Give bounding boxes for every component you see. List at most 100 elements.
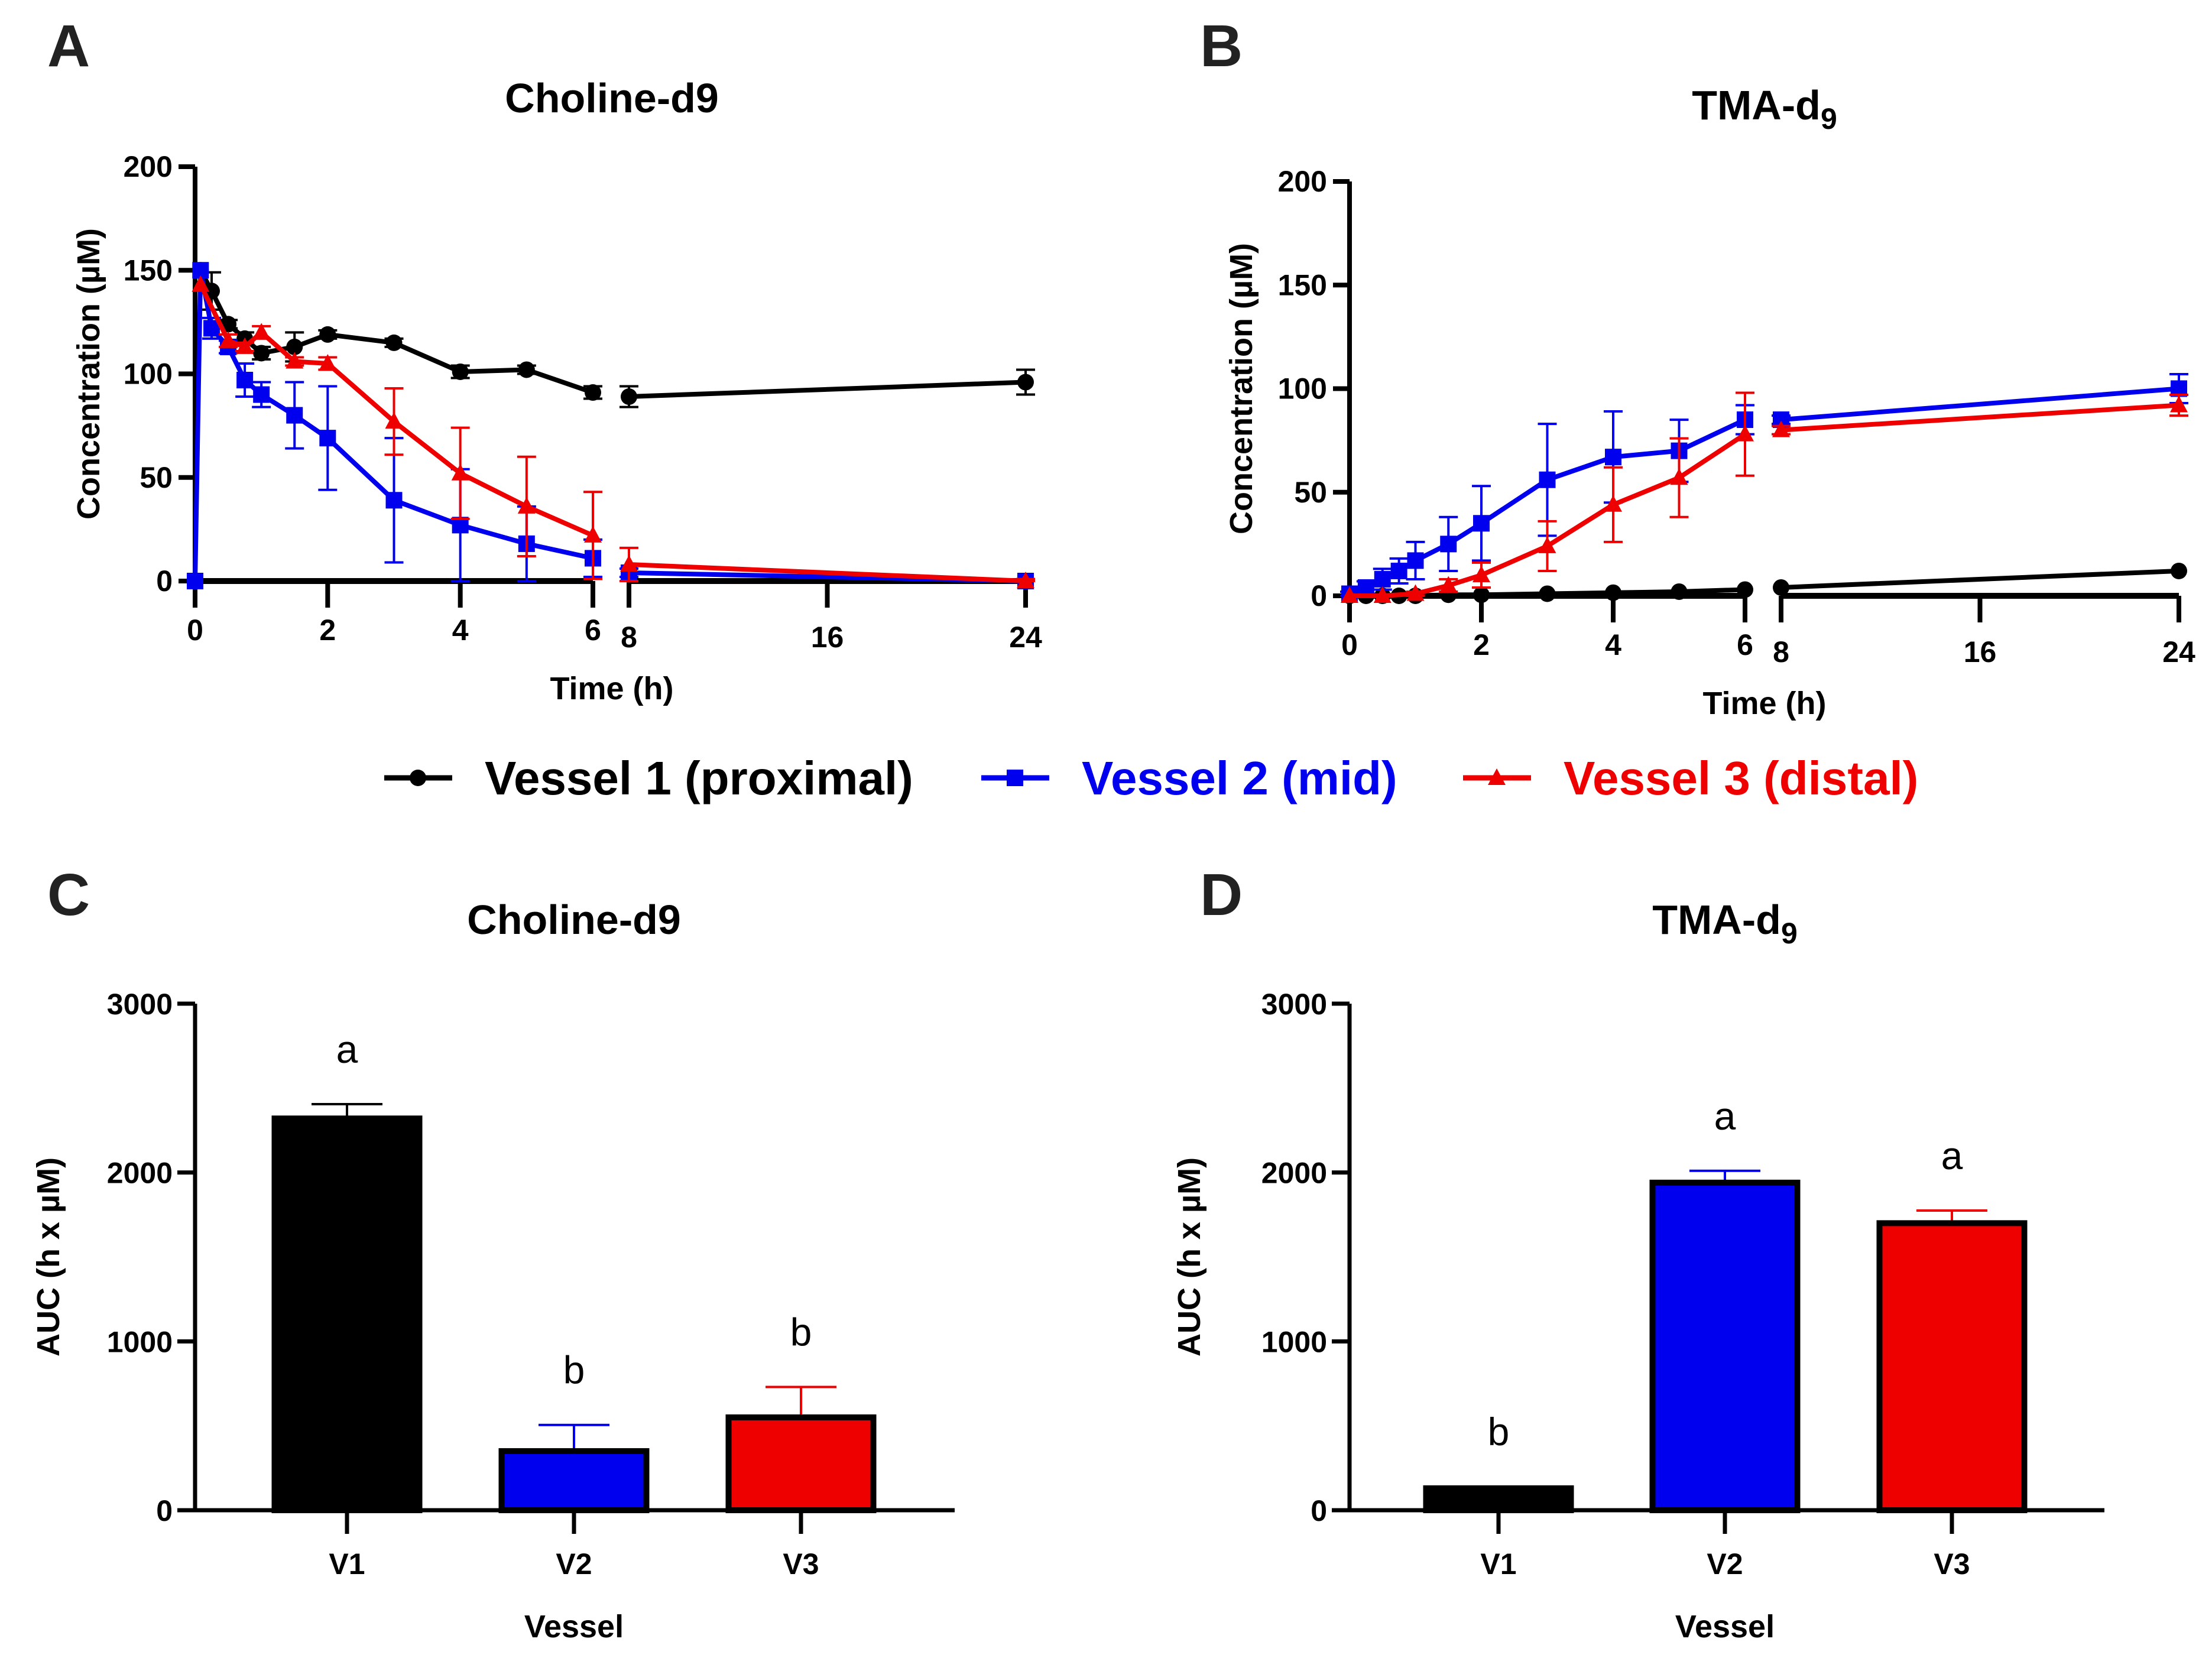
legend-marker-square-icon [1007,770,1023,786]
series-3 [1341,391,2188,603]
data-point [1539,585,1556,602]
series-line [628,562,1026,583]
data-point [192,275,210,292]
x-axis-label: Vessel [1675,1609,1775,1644]
x-tick-label: 24 [2162,635,2195,669]
bar-group-v1: V1 b [1423,1410,1574,1581]
data-point [1357,579,1374,596]
data-point [1736,424,1754,442]
data-point [1373,586,1392,603]
y-axis-label: Concentration (µM) [1224,243,1259,534]
x-tick-label: 0 [187,614,203,647]
bar [498,1448,650,1513]
y-axis-label: AUC (h x µM) [31,1157,66,1357]
chart-title: Choline-d9 [505,75,719,121]
x-axis-label: Time (h) [550,671,673,706]
significance-letter: b [563,1348,585,1392]
bar-group-v2: V2 b [498,1348,650,1581]
bar [1423,1485,1574,1513]
x-tick-label: 16 [1964,635,1997,669]
x-tick-label: 0 [1341,628,1358,661]
data-point [452,363,469,380]
y-tick-label: 100 [124,358,173,391]
data-point [1374,570,1391,588]
y-tick-label: 150 [1278,268,1327,301]
legend-label: Vessel 3 (distal) [1564,752,1918,804]
data-point [1472,565,1490,582]
bar-group-v1: V1 a [271,1027,423,1581]
data-point [236,372,254,389]
data-point [1341,586,1358,603]
data-point [1406,584,1425,601]
x-tick-label: V2 [556,1547,592,1581]
x-tick-label: 24 [1009,621,1042,654]
y-tick-label: 1000 [107,1325,173,1358]
y-tick-label: 2000 [107,1157,173,1190]
chart-title: Choline-d9 [467,897,681,943]
y-tick-label: 0 [156,564,173,598]
x-tick-label: 8 [621,621,637,654]
legend-item-1: Vessel 1 (proximal) [384,752,913,804]
data-point [319,353,337,371]
y-tick-label: 1000 [1261,1325,1327,1358]
data-point [1473,586,1490,604]
data-point [2171,562,2187,579]
data-point [584,525,602,543]
y-tick-label: 100 [1278,372,1327,405]
bar [1649,1179,1801,1513]
chart-title: TMA-d9 [1652,897,1798,950]
y-tick-label: 150 [124,254,173,287]
significance-letter: a [336,1027,358,1071]
x-tick-label: V3 [1934,1547,1970,1581]
data-point [451,463,469,481]
data-point [385,412,403,429]
data-point [1604,495,1622,512]
data-point [253,386,270,403]
legend-marker-triangle-icon [1488,768,1506,785]
data-point [286,407,303,424]
legend-item-3: Vessel 3 (distal) [1463,752,1918,804]
series-line [1780,568,2179,590]
data-point [1737,581,1753,598]
data-point [319,326,336,343]
panel-letter-b: B [1200,13,1243,79]
data-point [1772,420,1790,437]
data-point [385,334,403,351]
data-point [1538,536,1556,553]
legend: Vessel 1 (proximal) Vessel 2 (mid) Vessel … [384,752,1918,804]
y-tick-label: 2000 [1261,1157,1327,1190]
x-tick-label: 8 [1773,635,1789,669]
data-point [1539,471,1556,488]
data-point [1440,536,1457,553]
data-point [1671,583,1688,600]
y-tick-label: 50 [1294,476,1327,509]
x-axis-label: Vessel [524,1609,624,1644]
data-point [1390,562,1407,579]
data-point [236,337,254,354]
data-point [385,492,403,509]
significance-letter: b [790,1310,812,1354]
data-point [621,388,637,405]
data-point [585,384,601,401]
data-point [286,352,304,369]
chart-title: TMA-d9 [1692,82,1837,135]
y-axis-label: AUC (h x µM) [1172,1157,1207,1357]
x-tick-label: V2 [1707,1547,1743,1581]
series-2 [187,262,1035,589]
x-tick-label: 6 [585,614,601,647]
y-tick-label: 50 [140,461,173,494]
series-2 [1340,372,2188,602]
significance-letter: a [1714,1094,1736,1138]
bar-group-v3: V3 b [725,1310,877,1581]
y-tick-label: 3000 [1261,988,1327,1021]
bar [1876,1220,2028,1514]
data-point [1605,584,1621,601]
data-point [253,345,270,362]
x-tick-label: 16 [811,621,844,654]
bar [271,1115,423,1513]
y-tick-label: 200 [124,150,173,183]
x-tick-label: 2 [319,614,336,647]
data-point [2170,395,2188,413]
data-point [187,573,203,589]
